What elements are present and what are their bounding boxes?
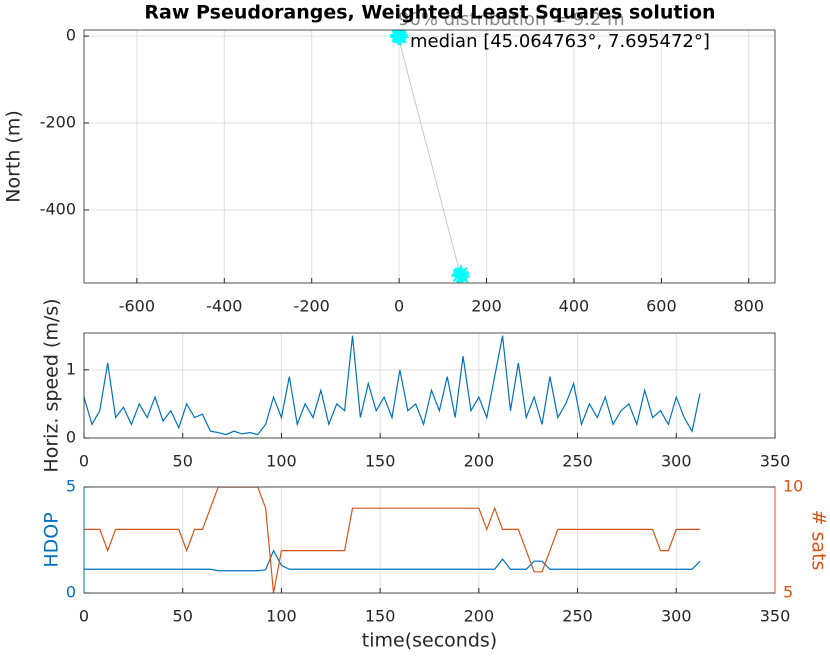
series-line (84, 549, 701, 572)
x-tick-label: 800 (734, 297, 765, 316)
y-tick-label: 5 (66, 477, 76, 496)
x-tick-label: 150 (365, 607, 396, 626)
y-tick-label: 0 (66, 583, 76, 602)
axes-box (83, 332, 776, 439)
x-tick-label: 100 (266, 607, 297, 626)
x-tick-label: 50 (173, 452, 193, 471)
annotation: 90% distribution = 9.2 m (398, 9, 625, 30)
x-tick-label: 200 (471, 297, 502, 316)
x-tick-label: 0 (394, 297, 404, 316)
y-tick-label: 0 (66, 26, 76, 45)
y-axis-label: Horiz. speed (m/s) (41, 298, 63, 472)
axes-box (83, 29, 776, 284)
series-line (84, 487, 700, 593)
plot-area (84, 333, 775, 438)
x-tick-label: 300 (661, 607, 692, 626)
y-tick-label: -400 (40, 199, 76, 218)
x-tick-label: 100 (266, 452, 297, 471)
x-tick-label: 400 (559, 297, 590, 316)
plot-area (84, 487, 775, 593)
x-tick-label: 0 (79, 607, 89, 626)
point (390, 30, 407, 45)
y-tick-label: -200 (40, 113, 76, 132)
x-tick-label: 600 (646, 297, 677, 316)
x-tick-label: -400 (206, 297, 242, 316)
chart-title: Raw Pseudoranges, Weighted Least Squares… (144, 2, 715, 24)
y-axis-label: North (m) (3, 110, 25, 203)
x-tick-label: 200 (464, 607, 495, 626)
x-tick-label: 150 (365, 452, 396, 471)
y-axis-label: HDOP (41, 512, 63, 567)
x-tick-label: 0 (79, 452, 89, 471)
x-tick-label: -600 (119, 297, 155, 316)
y-tick-label: 1 (66, 359, 76, 378)
plot-data (389, 30, 471, 283)
x-tick-label: 250 (562, 452, 593, 471)
x-tick-label: 300 (661, 452, 692, 471)
x-tick-label: 350 (760, 452, 791, 471)
plot-data (84, 487, 701, 593)
x-tick-label: 50 (173, 607, 193, 626)
y-tick-label: 0 (66, 428, 76, 447)
y2-tick-label: 10 (783, 477, 803, 496)
x-tick-label: 350 (760, 607, 791, 626)
series-line (84, 335, 701, 436)
y2-tick-label: 5 (783, 583, 793, 602)
point (453, 265, 470, 282)
plot-data (84, 335, 701, 436)
x-tick-label: 250 (562, 607, 593, 626)
x-axis-label: time(seconds) (362, 630, 497, 652)
x-tick-label: 200 (464, 452, 495, 471)
x-tick-label: -200 (294, 297, 330, 316)
annotation: median [45.064763°, 7.695472°] (410, 31, 710, 52)
y2-axis-label: # sats (808, 510, 830, 571)
